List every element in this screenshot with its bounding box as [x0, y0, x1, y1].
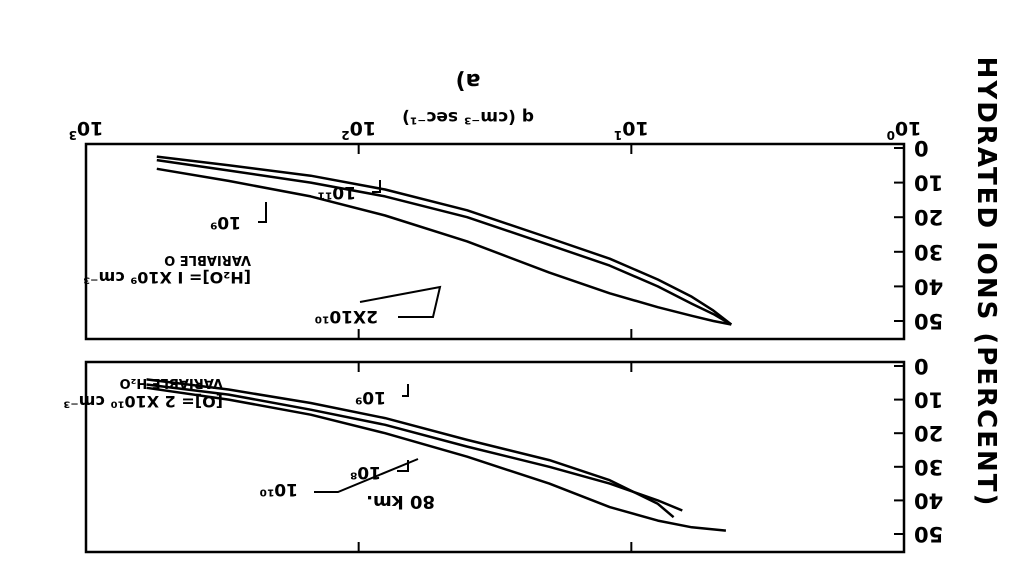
x-tick-label-base: 10	[350, 117, 376, 139]
bottom-panel-frame	[84, 142, 906, 341]
bottom-panel-series-line	[156, 155, 733, 326]
series-label: 10¹¹	[317, 182, 356, 202]
bottom-panel-y-tick-label: 0	[914, 136, 929, 160]
top-panel-y-tick-label: 50	[914, 522, 943, 546]
series-label-leader	[359, 285, 442, 318]
x-tick-label: 103	[69, 117, 104, 142]
x-tick-label: 101	[614, 117, 649, 142]
bottom-panel-y-tick-label: 20	[914, 205, 943, 229]
series-label: 10¹⁰	[259, 479, 298, 499]
top-panel-y-tick-label: 30	[914, 455, 943, 479]
top-panel-y-tick-label: 40	[914, 488, 943, 512]
top-panel-y-tick-label: 10	[914, 388, 943, 412]
figure-caption: a)	[456, 68, 481, 93]
y-axis-label: HYDRATED IONS (PERCENT)	[971, 57, 1001, 508]
top-panel-annotation-line-1: [O]= 2 X10¹⁰ cm⁻³	[63, 392, 223, 411]
x-tick-label: 100	[887, 117, 922, 142]
series-label: 2X10¹⁰	[315, 306, 378, 326]
series-label: 10⁸	[350, 462, 381, 482]
series-label-leader	[402, 384, 409, 397]
bottom-panel-series-line	[156, 158, 732, 326]
x-tick-label-base: 10	[622, 117, 648, 139]
axes-layer: 0 10 20 30 40 50 0 10 20 30 40 50	[85, 136, 943, 552]
series-label-leader	[258, 202, 267, 223]
x-tick-label-exponent: 3	[69, 128, 77, 142]
bottom-panel-y-tick-label: 30	[914, 240, 943, 264]
x-tick-label-exponent: 1	[614, 128, 622, 142]
x-axis-label: q (cm⁻³ sec⁻¹)	[402, 107, 534, 127]
curves-layer	[146, 155, 733, 532]
bottom-panel-y-tick-label: 40	[914, 274, 943, 298]
bottom-panel-y-tick-label: 50	[914, 309, 943, 333]
series-label: 10⁹	[210, 212, 241, 232]
series-label: 10⁹	[355, 387, 386, 407]
top-panel-y-tick-label: 20	[914, 421, 943, 445]
x-tick-label-base: 10	[895, 117, 921, 139]
top-panel-series-line	[146, 386, 727, 532]
bottom-panel-annotation-line-2: VARIABLE O	[164, 252, 251, 267]
top-panel-y-tick-label: 0	[914, 354, 929, 378]
series-label-leader	[314, 458, 419, 493]
bottom-panel-annotation-line-1: [H₂O]= I X10⁹ cm⁻³	[83, 268, 251, 287]
top-panel-frame	[84, 360, 906, 554]
x-tick-label-exponent: 2	[341, 128, 349, 142]
top-panel-series-line	[146, 378, 675, 519]
series-label-leader	[372, 180, 381, 193]
series-label-leader	[397, 460, 409, 472]
altitude-label: 80 km.	[366, 491, 435, 512]
x-tick-label-base: 10	[77, 117, 103, 139]
x-tick-label-exponent: 0	[887, 128, 895, 142]
top-panel-annotation-line-2: VARIABLE H₂O	[120, 375, 223, 390]
x-tick-label: 102	[341, 117, 376, 142]
figure-rotated-group: HYDRATED IONS (PERCENT) q (cm⁻³ sec⁻¹) a…	[63, 57, 1001, 554]
bottom-panel-y-tick-label: 10	[914, 171, 943, 195]
bottom-panel-series-line	[156, 167, 732, 326]
